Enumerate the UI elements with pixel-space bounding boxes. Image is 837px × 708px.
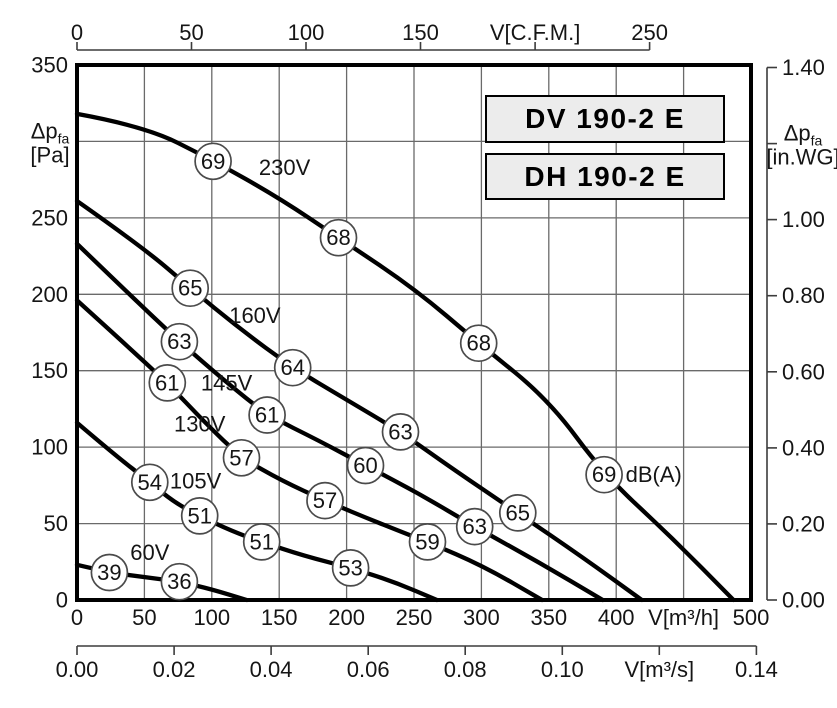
m3s-tick-label: 0.06 bbox=[347, 657, 390, 682]
noise-marker-value: 69 bbox=[201, 149, 225, 174]
cfm-tick-label: 150 bbox=[402, 20, 439, 45]
pa-tick-label: 350 bbox=[31, 53, 68, 78]
m3h-tick-label: 50 bbox=[132, 605, 156, 630]
noise-marker-value: 68 bbox=[466, 331, 490, 356]
m3s-tick-label: 0.08 bbox=[444, 657, 487, 682]
m3s-tick-label: 0.10 bbox=[541, 657, 584, 682]
noise-marker-circle bbox=[455, 507, 494, 546]
pa-tick-label: 50 bbox=[44, 511, 68, 536]
plot-border bbox=[75, 63, 753, 602]
m3h-tick-label: V[m³/h] bbox=[648, 605, 719, 630]
noise-marker-value: 64 bbox=[280, 355, 304, 380]
noise-marker-circle bbox=[248, 396, 286, 434]
model-label-dv: DV 190-2 E bbox=[485, 95, 725, 143]
noise-marker-circle bbox=[130, 463, 169, 502]
noise-marker-value: 63 bbox=[388, 419, 412, 444]
noise-marker-value: 61 bbox=[155, 370, 179, 395]
inwg-tick-label: 1.40 bbox=[782, 55, 825, 80]
m3h-tick-label: 350 bbox=[530, 605, 567, 630]
m3h-tick-label: 400 bbox=[598, 605, 635, 630]
noise-marker-value: 60 bbox=[353, 453, 377, 478]
voltage-label-160V: 160V bbox=[229, 303, 281, 328]
noise-marker-circle bbox=[319, 218, 358, 257]
noise-marker-circle bbox=[346, 446, 385, 485]
inwg-unit-label: Δpfa bbox=[784, 121, 823, 149]
m3s-tick-label: 0.00 bbox=[56, 657, 99, 682]
inwg-tick-label: 0.40 bbox=[782, 435, 825, 460]
m3h-tick-label: 300 bbox=[463, 605, 500, 630]
noise-marker-value: 63 bbox=[462, 514, 486, 539]
pa-tick-label: 100 bbox=[31, 435, 68, 460]
noise-unit-label: dB(A) bbox=[626, 462, 682, 487]
noise-marker-circle bbox=[160, 322, 199, 361]
m3s-tick-label: 0.04 bbox=[250, 657, 293, 682]
cfm-tick-label: 50 bbox=[179, 20, 203, 45]
cfm-tick-label: 100 bbox=[288, 20, 325, 45]
inwg-tick-label: 0.00 bbox=[782, 588, 825, 613]
noise-marker-value: 53 bbox=[338, 555, 362, 580]
noise-marker-circle bbox=[585, 455, 623, 494]
noise-marker-circle bbox=[306, 481, 344, 520]
noise-marker-value: 68 bbox=[326, 225, 350, 250]
noise-marker-value: 65 bbox=[178, 276, 202, 301]
noise-marker-circle bbox=[242, 523, 281, 561]
m3s-tick-label: 0.02 bbox=[153, 657, 196, 682]
inwg-tick-label: 0.80 bbox=[782, 283, 825, 308]
pa-tick-label: 150 bbox=[31, 358, 68, 383]
m3h-tick-label: 200 bbox=[328, 605, 365, 630]
m3h-tick-label: 250 bbox=[396, 605, 433, 630]
voltage-label-130V: 130V bbox=[174, 412, 226, 437]
noise-marker-circle bbox=[160, 562, 199, 601]
noise-marker-circle bbox=[171, 269, 210, 308]
noise-marker-value: 54 bbox=[138, 470, 162, 495]
noise-marker-value: 51 bbox=[249, 529, 273, 554]
inwg-unit-label-line2: [in.WG] bbox=[766, 145, 837, 170]
m3h-tick-label: 500 bbox=[733, 605, 770, 630]
cfm-tick-label: V[C.F.M.] bbox=[490, 20, 580, 45]
pa-tick-label: 200 bbox=[31, 282, 68, 307]
m3s-tick-label: 0.14 bbox=[735, 657, 778, 682]
inwg-tick-label: 0.20 bbox=[782, 511, 825, 536]
noise-marker-value: 63 bbox=[167, 329, 191, 354]
voltage-label-230V: 230V bbox=[259, 155, 311, 180]
inwg-tick-label: 1.00 bbox=[782, 207, 825, 232]
m3s-tick-label: V[m³/s] bbox=[624, 657, 694, 682]
voltage-label-145V: 145V bbox=[201, 370, 253, 395]
m3h-tick-label: 0 bbox=[71, 605, 83, 630]
pa-unit-label-line2: [Pa] bbox=[30, 142, 69, 167]
noise-marker-circle bbox=[90, 553, 129, 592]
model-label-dh: DH 190-2 E bbox=[485, 153, 725, 200]
noise-marker-value: 39 bbox=[97, 560, 121, 585]
noise-marker-circle bbox=[194, 142, 232, 181]
cfm-tick-label: 0 bbox=[71, 20, 83, 45]
noise-marker-circle bbox=[381, 413, 420, 451]
inwg-tick-label: 0.60 bbox=[782, 359, 825, 384]
voltage-label-60V: 60V bbox=[130, 540, 169, 565]
noise-marker-circle bbox=[459, 324, 498, 363]
cfm-tick-label: 250 bbox=[631, 20, 668, 45]
noise-marker-circle bbox=[408, 523, 447, 561]
pa-tick-label: 250 bbox=[31, 205, 68, 230]
noise-marker-circle bbox=[180, 497, 219, 535]
noise-marker-value: 57 bbox=[313, 488, 337, 513]
noise-marker-value: 65 bbox=[506, 500, 530, 525]
m3h-tick-label: 100 bbox=[193, 605, 230, 630]
noise-marker-value: 61 bbox=[255, 403, 279, 428]
noise-marker-value: 69 bbox=[592, 462, 616, 487]
noise-marker-value: 59 bbox=[415, 529, 439, 554]
noise-marker-value: 51 bbox=[187, 503, 211, 528]
noise-marker-value: 36 bbox=[167, 569, 191, 594]
noise-marker-circle bbox=[148, 364, 187, 402]
pa-unit-label: Δpfa bbox=[31, 118, 70, 146]
noise-marker-circle bbox=[331, 549, 370, 587]
voltage-label-105V: 105V bbox=[170, 468, 222, 493]
m3h-tick-label: 150 bbox=[261, 605, 298, 630]
pa-tick-label: 0 bbox=[56, 588, 68, 613]
noise-marker-circle bbox=[222, 438, 261, 477]
noise-marker-circle bbox=[273, 348, 312, 387]
noise-marker-circle bbox=[498, 494, 537, 532]
noise-marker-value: 57 bbox=[229, 445, 253, 470]
